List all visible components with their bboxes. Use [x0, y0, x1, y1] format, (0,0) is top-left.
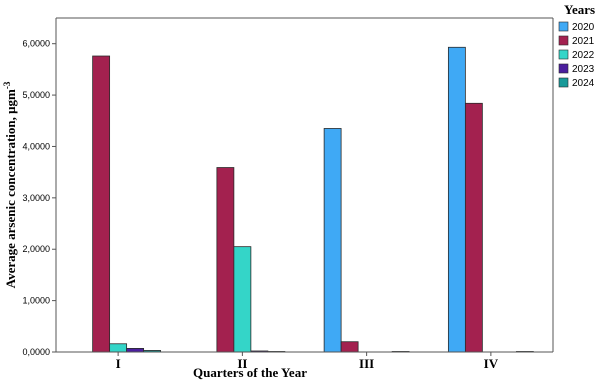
y-axis-title: Average arsenic concentration, μgm-3 [2, 81, 18, 288]
legend-swatch [558, 49, 569, 60]
y-ticks: 0,0000 1,0000 2,0000 3,0000 4,0000 5,0000 6,00… [22, 39, 56, 357]
y-axis-title-text: Average arsenic concentration, μgm [3, 89, 18, 288]
legend-label: 2021 [572, 36, 595, 47]
bar-IV-2020 [447, 46, 466, 353]
y-tick-label: 1,0000 [22, 296, 50, 306]
x-category-label: III [359, 356, 374, 371]
bar-II-2021 [216, 167, 235, 353]
x-category-label: I [116, 356, 121, 371]
bar-II-2022 [233, 246, 252, 353]
legend-swatch [558, 21, 569, 32]
bar-III-2021 [340, 341, 359, 353]
legend-label: 2020 [572, 22, 595, 33]
y-tick-label: 6,0000 [22, 39, 50, 49]
legend-title: Years [564, 2, 595, 17]
bar-IV-2021 [464, 102, 483, 353]
legend-label: 2024 [572, 78, 595, 89]
bar-I-2022 [109, 343, 128, 353]
y-tick-label: 0,0000 [22, 347, 50, 357]
legend-label: 2022 [572, 50, 595, 61]
legend-swatch [558, 63, 569, 74]
y-tick-label: 3,0000 [22, 193, 50, 203]
x-axis-title: Quarters of the Year [193, 365, 307, 380]
bar-I-2021 [92, 55, 111, 353]
legend-swatch [558, 35, 569, 46]
bar-III-2020 [323, 128, 342, 353]
bars-layer [92, 46, 534, 353]
y-tick-label: 4,0000 [22, 141, 50, 151]
x-category-label: II [237, 356, 247, 371]
y-axis-title-superscript: -3 [2, 81, 12, 89]
legend-swatch [558, 77, 569, 88]
legend: 2020 2021 2022 2023 2024 [558, 21, 595, 89]
y-tick-label: 2,0000 [22, 244, 50, 254]
bar-I-2023 [126, 348, 145, 353]
x-category-label: IV [484, 356, 499, 371]
x-categories: I II III IV [116, 352, 499, 371]
y-tick-label: 5,0000 [22, 90, 50, 100]
legend-label: 2023 [572, 64, 595, 75]
